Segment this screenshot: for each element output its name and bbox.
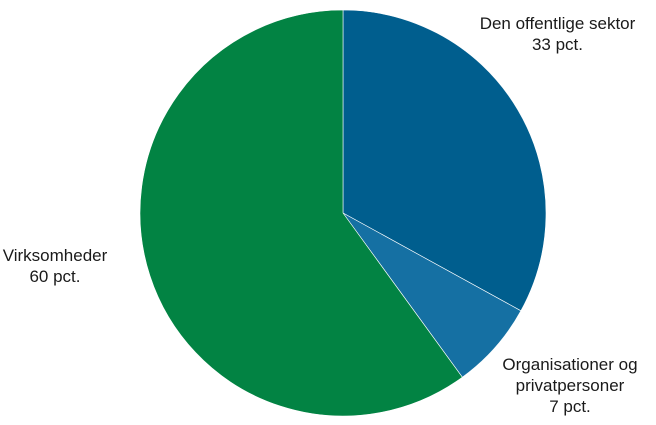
- slice-value-organisationer: 7 pct.: [549, 397, 591, 416]
- slice-label-organisationer-line-2: privatpersoner: [515, 376, 625, 395]
- slice-label-organisationer-line-1: Organisationer og: [502, 355, 638, 374]
- slice-label-virksomheder: Virksomheder 60 pct.: [0, 245, 110, 287]
- slice-value-virksomheder: 60 pct.: [29, 267, 81, 286]
- slice-value-offentlige-sektor: 33 pct.: [531, 35, 584, 54]
- slice-label-offentlige-sektor-line-1: Den offentlige sektor: [479, 14, 636, 33]
- slice-offentlige-sektor: [342, 9, 547, 312]
- slice-label-offentlige-sektor: Den offentlige sektor 33 pct.: [470, 13, 645, 55]
- slice-virksomheder: [139, 9, 463, 417]
- slice-label-virksomheder-line-1: Virksomheder: [2, 246, 108, 265]
- slice-label-organisationer: Organisationer og privatpersoner 7 pct.: [490, 354, 650, 417]
